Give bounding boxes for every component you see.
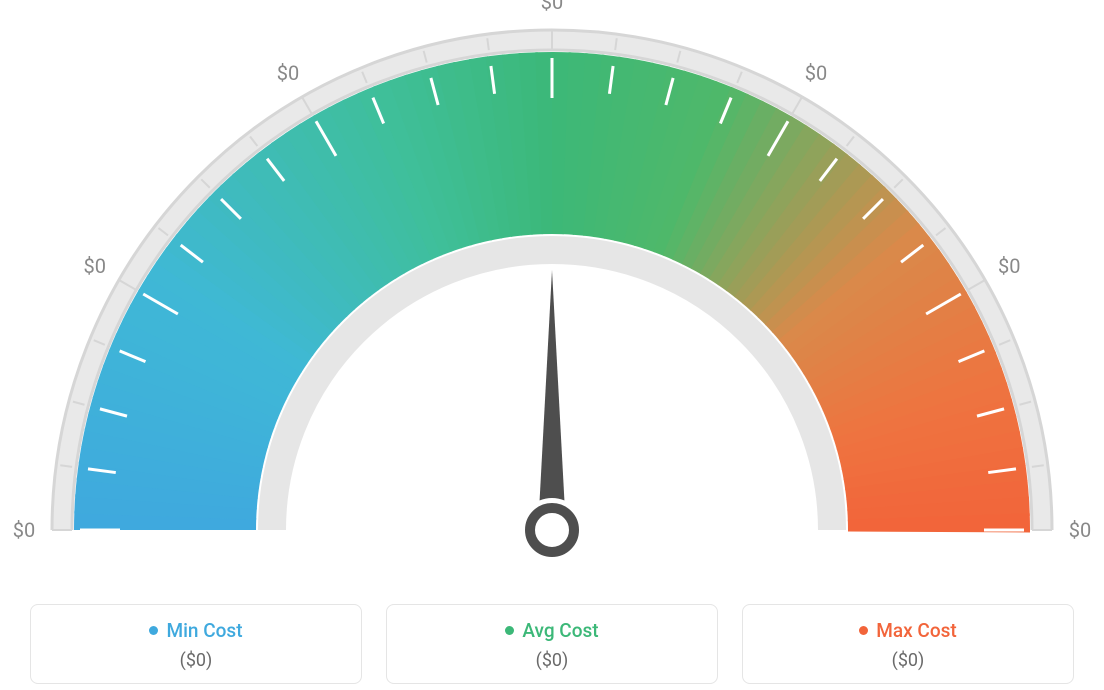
legend-value-min: ($0) [41, 650, 351, 671]
gauge-scale-label: $0 [998, 254, 1020, 278]
legend-value-max: ($0) [753, 650, 1063, 671]
gauge-scale-label: $0 [805, 61, 827, 85]
legend-card-avg: Avg Cost ($0) [386, 604, 718, 684]
gauge-scale-label: $0 [1069, 518, 1091, 542]
legend-dot-avg [505, 626, 514, 635]
gauge-scale-label: $0 [13, 518, 35, 542]
legend-value-avg: ($0) [397, 650, 707, 671]
legend-row: Min Cost ($0) Avg Cost ($0) Max Cost ($0… [30, 604, 1074, 684]
legend-dot-max [859, 626, 868, 635]
legend-card-max: Max Cost ($0) [742, 604, 1074, 684]
gauge-scale-label: $0 [277, 61, 299, 85]
legend-card-min: Min Cost ($0) [30, 604, 362, 684]
legend-label-max: Max Cost [876, 619, 956, 642]
legend-title-min: Min Cost [149, 619, 242, 642]
legend-label-min: Min Cost [166, 619, 242, 642]
gauge-svg [22, 20, 1082, 580]
gauge-scale-label: $0 [83, 254, 105, 278]
legend-label-avg: Avg Cost [522, 619, 598, 642]
cost-gauge: $0$0$0$0$0$0$0 [22, 20, 1082, 580]
gauge-scale-label: $0 [541, 0, 563, 14]
legend-dot-min [149, 626, 158, 635]
legend-title-avg: Avg Cost [505, 619, 598, 642]
legend-title-max: Max Cost [859, 619, 956, 642]
